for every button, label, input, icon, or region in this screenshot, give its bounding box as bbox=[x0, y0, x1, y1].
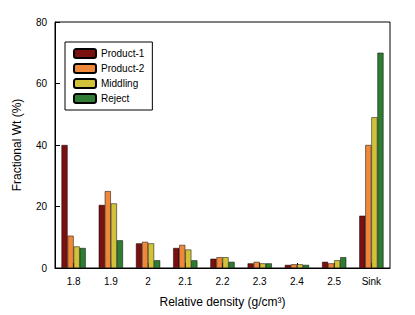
svg-text:Reject: Reject bbox=[101, 93, 130, 104]
svg-text:0: 0 bbox=[41, 263, 47, 274]
svg-text:20: 20 bbox=[36, 201, 48, 212]
svg-text:Fractional Wt (%): Fractional Wt (%) bbox=[10, 99, 24, 192]
svg-text:Relative density (g/cm³): Relative density (g/cm³) bbox=[159, 295, 285, 309]
svg-text:2.4: 2.4 bbox=[290, 276, 304, 287]
svg-text:80: 80 bbox=[36, 17, 48, 28]
svg-text:Sink: Sink bbox=[362, 276, 382, 287]
svg-text:2.1: 2.1 bbox=[178, 276, 192, 287]
svg-text:1.8: 1.8 bbox=[67, 276, 81, 287]
svg-text:2.3: 2.3 bbox=[253, 276, 267, 287]
svg-text:Product-2: Product-2 bbox=[101, 63, 145, 74]
svg-text:2.2: 2.2 bbox=[216, 276, 230, 287]
svg-text:60: 60 bbox=[36, 78, 48, 89]
svg-text:40: 40 bbox=[36, 140, 48, 151]
svg-text:Middling: Middling bbox=[101, 78, 138, 89]
svg-text:1.9: 1.9 bbox=[104, 276, 118, 287]
svg-text:Product-1: Product-1 bbox=[101, 48, 145, 59]
svg-text:2: 2 bbox=[145, 276, 151, 287]
svg-text:2.5: 2.5 bbox=[327, 276, 341, 287]
